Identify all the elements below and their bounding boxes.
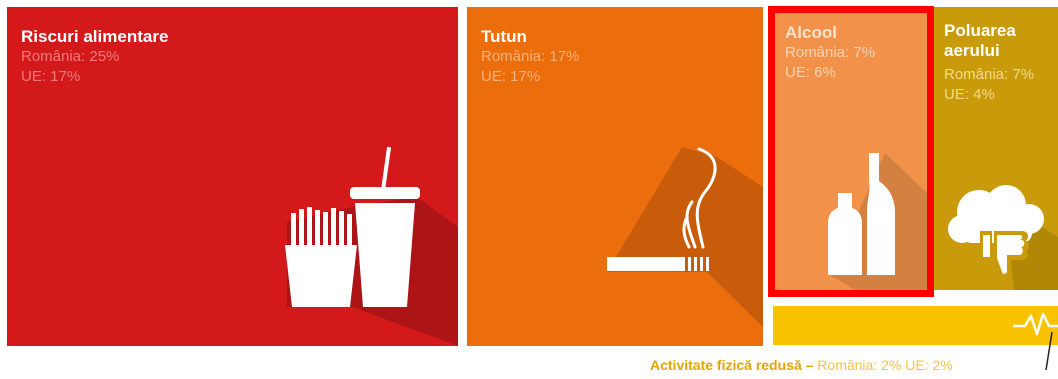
romania-value: România: 7%: [944, 66, 1035, 83]
fast-food-icon: [285, 146, 458, 346]
romania-value: România: 17%: [481, 48, 580, 65]
bottles-icon: [828, 153, 927, 290]
tile-title: Alcool: [785, 23, 837, 42]
tile-title-line1: Poluarea: [944, 21, 1016, 40]
activitate-label: Activitate fizică redusă –: [650, 357, 814, 373]
activitate-ue: UE: 2%: [905, 357, 953, 373]
heartbeat-icon: [1013, 312, 1058, 336]
tile-tutun: Tutun România: 17% UE: 17%: [467, 7, 763, 346]
tile-activitate-fizica: [773, 306, 1058, 345]
cigarette-icon: [607, 147, 763, 327]
romania-value: România: 25%: [21, 48, 120, 65]
tile-riscuri-alimentare: Riscuri alimentare România: 25% UE: 17%: [7, 7, 458, 346]
ue-value: UE: 4%: [944, 86, 995, 103]
romania-value: România: 7%: [785, 44, 876, 61]
tile-title-line2: aerului: [944, 41, 1000, 60]
tile-title: Riscuri alimentare: [21, 27, 169, 46]
leader-line: [1045, 331, 1053, 371]
cloud-thumbs-down-icon: [948, 185, 1058, 290]
activitate-caption: Activitate fizică redusă – România: 2% U…: [650, 357, 953, 373]
tile-title: Tutun: [481, 27, 527, 46]
tile-alcool: Alcool România: 7% UE: 6%: [775, 13, 927, 290]
ue-value: UE: 17%: [481, 68, 541, 85]
activitate-romania: România: 2%: [817, 357, 902, 373]
ue-value: UE: 6%: [785, 64, 836, 81]
tile-poluarea-aerului: Poluarea aerului România: 7% UE: 4%: [934, 7, 1058, 290]
ue-value: UE: 17%: [21, 68, 81, 85]
